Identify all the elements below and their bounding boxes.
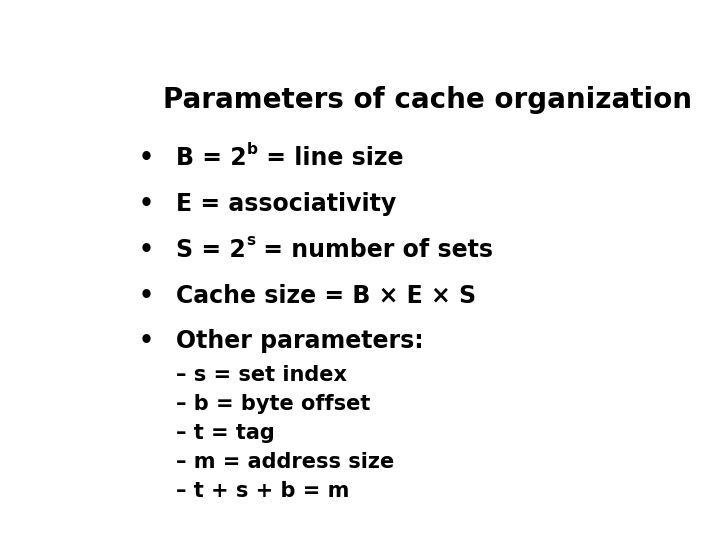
Text: – t + s + b = m: – t + s + b = m [176, 481, 350, 501]
Text: B = 2: B = 2 [176, 146, 247, 170]
Text: Parameters of cache organization: Parameters of cache organization [163, 85, 691, 113]
Text: = number of sets: = number of sets [256, 238, 493, 262]
Text: – b = byte offset: – b = byte offset [176, 394, 371, 414]
Text: = line size: = line size [258, 146, 404, 170]
Text: b: b [247, 141, 258, 157]
Text: •: • [138, 238, 153, 262]
Text: •: • [138, 284, 153, 308]
Text: s: s [246, 233, 256, 248]
Text: Other parameters:: Other parameters: [176, 329, 424, 353]
Text: S = 2: S = 2 [176, 238, 246, 262]
Text: •: • [138, 329, 153, 353]
Text: •: • [138, 146, 153, 170]
Text: •: • [138, 192, 153, 216]
Text: – t = tag: – t = tag [176, 423, 275, 443]
Text: E = associativity: E = associativity [176, 192, 397, 216]
Text: – s = set index: – s = set index [176, 364, 348, 384]
Text: Cache size = B × E × S: Cache size = B × E × S [176, 284, 477, 308]
Text: – m = address size: – m = address size [176, 452, 395, 472]
